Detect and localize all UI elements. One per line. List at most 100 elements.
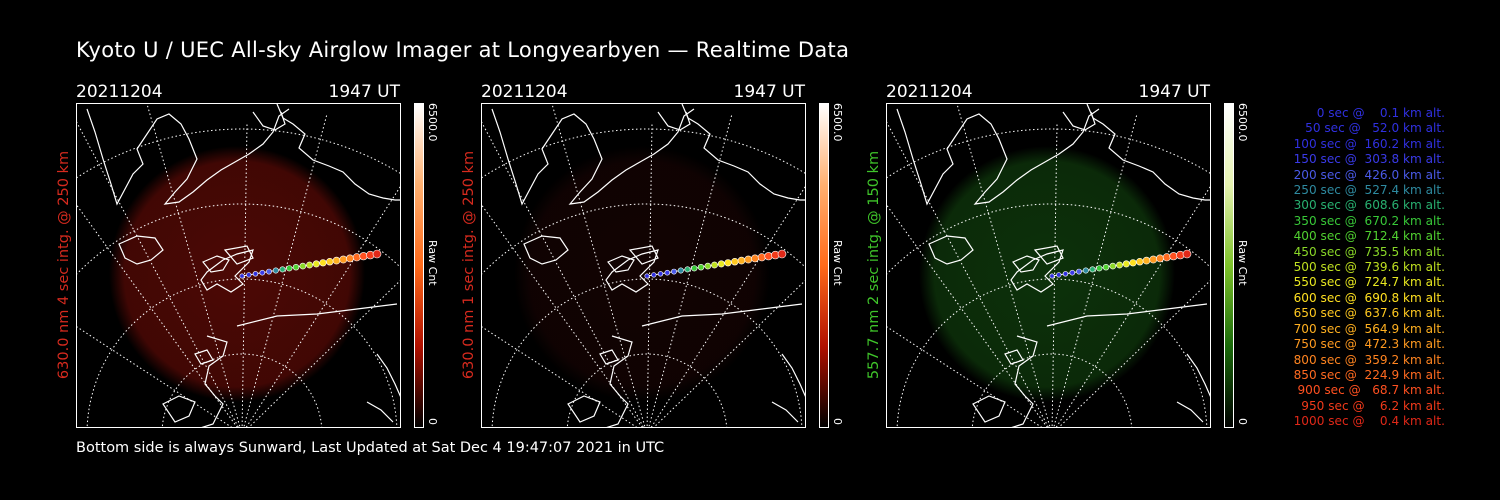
panel-1-ylabel: 630.0 nm 4 sec intg. @ 250 km (56, 150, 72, 380)
trajectory-point (1089, 266, 1096, 273)
coastline (1004, 349, 1024, 365)
coastline (1062, 111, 1096, 131)
grid-line (956, 104, 1051, 427)
panel-2-colorbar-min: 0 (831, 418, 844, 425)
trajectory-point (1162, 253, 1171, 262)
trajectory-point (332, 256, 341, 265)
legend-row: 800 sec @ 359.2 km alt. (1289, 352, 1445, 367)
panel-2-colorbar (819, 103, 829, 428)
grid-line (77, 203, 400, 275)
trajectory-point (697, 264, 705, 271)
panel-1-date: 20211204 (76, 82, 163, 102)
trajectory-point (246, 272, 252, 278)
coastline (194, 349, 214, 365)
legend-row: 650 sec @ 637.6 km alt. (1289, 306, 1445, 321)
grid-line (1055, 186, 1210, 427)
legend-row: 500 sec @ 739.6 km alt. (1289, 260, 1445, 275)
panel-2-ylabel: 630.0 nm 1 sec intg. @ 250 km (461, 150, 477, 380)
trajectory-point (252, 271, 259, 277)
panel-2-image (481, 103, 806, 428)
trajectory-point (1096, 265, 1103, 272)
coastline (681, 104, 805, 201)
trajectory-point (1182, 249, 1192, 259)
legend-row: 300 sec @ 608.6 km alt. (1289, 198, 1445, 213)
legend-row: 350 sec @ 670.2 km alt. (1289, 213, 1445, 228)
panel-1-image (76, 103, 401, 428)
coastline (86, 108, 290, 206)
legend-row: 450 sec @ 735.5 km alt. (1289, 244, 1445, 259)
grid-line (887, 204, 1048, 427)
coastline (1176, 401, 1204, 423)
coastline (781, 353, 805, 397)
trajectory-point (239, 273, 245, 279)
grid-line (491, 278, 803, 427)
panel-1-colorbar-max: 6500.0 (426, 103, 439, 142)
trajectory-point (259, 269, 266, 276)
legend-row: 900 sec @ 68.7 km alt. (1293, 383, 1445, 398)
trajectory-point (1169, 252, 1178, 261)
grid-line (77, 326, 233, 427)
trajectory-point (744, 255, 753, 264)
grid-line (971, 353, 1133, 427)
coastline (567, 395, 601, 423)
coastline (236, 303, 398, 327)
coastline (628, 245, 659, 265)
legend-row: 0 sec @ 0.1 km alt. (1305, 106, 1445, 120)
trajectory-point (764, 252, 773, 261)
coastline (1033, 245, 1064, 265)
trajectory-point (312, 260, 320, 268)
grid-line (86, 278, 398, 427)
panel-1-time: 1947 UT (328, 82, 401, 102)
coastline (1010, 249, 1064, 293)
grid-line (482, 326, 638, 427)
coastline (641, 303, 803, 327)
coastline (1186, 353, 1210, 397)
legend-row: 600 sec @ 690.8 km alt. (1289, 290, 1445, 305)
panel-3-colorbar (1224, 103, 1234, 428)
grid-line (896, 278, 1208, 427)
coastline (491, 108, 695, 206)
trajectory-point (1156, 254, 1164, 263)
trajectory-point (319, 259, 327, 267)
trajectory-point (724, 259, 732, 267)
coastline (771, 401, 799, 423)
trajectory-point (1136, 258, 1144, 266)
trajectory-point (1056, 272, 1062, 278)
allsky-map (77, 104, 400, 427)
trajectory-point (1082, 267, 1089, 274)
coastline (118, 235, 164, 265)
coastline (162, 395, 196, 423)
coastline (657, 111, 691, 131)
trajectory-point (644, 273, 650, 279)
grid-line (146, 104, 241, 427)
grid-line (887, 326, 1043, 427)
trajectory-point (286, 265, 293, 272)
panel-1-colorbar (414, 103, 424, 428)
panel-3-time: 1947 UT (1138, 82, 1211, 102)
coastline (1086, 104, 1210, 201)
grid-line (650, 186, 805, 427)
trajectory-point (1129, 259, 1137, 267)
altitude-legend: 0 sec @ 0.1 km alt. 50 sec @ 52.0 km alt… (1240, 106, 1445, 430)
trajectory-point (1116, 261, 1123, 269)
trajectory-point (1122, 260, 1130, 268)
legend-row: 50 sec @ 52.0 km alt. (1297, 121, 1445, 136)
coastline (606, 335, 633, 427)
coastline (200, 249, 254, 293)
legend-row: 150 sec @ 303.8 km alt. (1289, 152, 1445, 167)
trajectory-point (279, 266, 286, 273)
grid-line (482, 203, 805, 275)
legend-row: 250 sec @ 527.4 km alt. (1289, 183, 1445, 198)
allsky-map (887, 104, 1210, 427)
panel-2-colorbar-label: Raw Cnt (831, 240, 844, 286)
trajectory-point (757, 253, 766, 262)
legend-row: 550 sec @ 724.7 km alt. (1289, 275, 1445, 290)
trajectory-point (691, 265, 698, 272)
trajectory-point (339, 255, 348, 264)
coastline (896, 108, 1100, 206)
coastline (201, 335, 228, 427)
legend-row: 700 sec @ 564.9 km alt. (1289, 321, 1445, 336)
grid-line (161, 353, 323, 427)
trajectory-point (1076, 268, 1082, 275)
trajectory-point (651, 272, 657, 278)
